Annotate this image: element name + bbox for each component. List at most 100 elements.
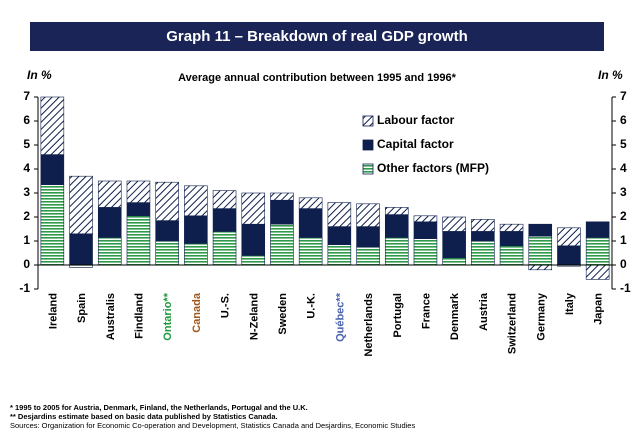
bar-segment	[499, 231, 524, 247]
legend-swatch	[362, 115, 374, 127]
x-tick-label: Netherlands	[363, 293, 375, 357]
x-tick-label: Germany	[535, 292, 547, 341]
footnote: ** Desjardins estimate based on basic da…	[10, 412, 278, 421]
bar-segment	[40, 184, 65, 266]
bar-segment	[585, 221, 610, 238]
x-tick-label: Switzerland	[507, 293, 519, 354]
bar-segment	[184, 185, 208, 217]
bar-segment	[557, 227, 581, 247]
y-tick-label: 0	[23, 257, 30, 271]
y2-tick-label: 3	[620, 185, 627, 199]
bar-segment	[69, 233, 93, 266]
bar-segment	[471, 219, 495, 232]
y-tick-label: 3	[23, 185, 30, 199]
x-tick-label: N-Zeland	[248, 293, 260, 340]
bar-segment	[499, 223, 524, 232]
legend-swatch	[362, 163, 374, 175]
bar-segment	[40, 154, 65, 185]
x-tick-label: U.-S.	[220, 293, 232, 318]
y-tick-label: 4	[23, 161, 30, 175]
y2-tick-label: 2	[620, 209, 627, 223]
x-tick-label: France	[420, 293, 432, 329]
bar-segment	[126, 202, 151, 217]
chart-title: Graph 11 – Breakdown of real GDP growth	[166, 28, 467, 45]
bar-segment	[40, 96, 65, 155]
chart-subtitle: Average annual contribution between 1995…	[178, 72, 456, 84]
legend-swatch	[362, 139, 374, 151]
bar-segment	[212, 190, 237, 209]
bar-segment	[270, 199, 294, 225]
bar-segment	[212, 231, 237, 266]
y2-tick-label: 4	[620, 161, 627, 175]
bar-segment	[241, 192, 266, 225]
bar-segment	[413, 238, 438, 266]
x-tick-label: Japan	[593, 293, 605, 325]
bar-segment	[155, 220, 179, 242]
x-tick-label: U.-K.	[306, 293, 318, 319]
bar-segment	[384, 214, 409, 238]
x-tick-label: Ireland	[47, 293, 59, 329]
bar-segment	[413, 215, 438, 223]
bar-segment	[69, 175, 93, 235]
x-tick-label: Québec**	[334, 292, 346, 342]
x-tick-label: Portugal	[392, 293, 404, 338]
y-tick-label: 1	[23, 233, 30, 247]
y-axis-label: In %	[27, 68, 52, 82]
x-tick-label: Denmark	[449, 292, 461, 340]
footnote: * 1995 to 2005 for Austria, Denmark, Fin…	[10, 403, 308, 412]
bar-segment	[442, 231, 466, 259]
bar-segment	[241, 255, 266, 266]
y2-tick-label: 0	[620, 257, 627, 271]
footnote: Sources: Organization for Economic Co-op…	[10, 421, 415, 430]
y2-tick-label: 1	[620, 233, 627, 247]
bar-segment	[241, 223, 266, 256]
bar-segment	[270, 192, 294, 201]
bar-segment	[97, 180, 122, 208]
title-banner	[30, 22, 604, 51]
bar-segment	[184, 215, 208, 244]
bar-segment	[327, 244, 352, 266]
x-tick-label: Ontario**	[162, 292, 174, 340]
x-tick-label: Canada	[191, 292, 203, 333]
bar-segment	[327, 202, 352, 227]
bar-segment	[184, 243, 208, 266]
y-tick-label: -1	[19, 281, 30, 295]
legend-label: Labour factor	[377, 113, 455, 127]
y-tick-label: 2	[23, 209, 30, 223]
bar-segment	[442, 257, 466, 266]
bar-segment	[298, 237, 323, 266]
bar-segment	[126, 215, 151, 266]
bar-segment	[442, 216, 466, 232]
y-tick-label: 5	[23, 137, 30, 151]
x-tick-label: Spain	[76, 293, 88, 323]
legend-label: Capital factor	[377, 137, 454, 151]
bar-segment	[528, 223, 553, 237]
bar-segment	[384, 237, 409, 266]
y-tick-label: 7	[23, 89, 30, 103]
y2-axis-label: In %	[598, 68, 623, 82]
bar-segment	[528, 235, 553, 266]
bar-segment	[97, 207, 122, 238]
bar-segment	[97, 237, 122, 266]
x-tick-label: Italy	[564, 292, 576, 315]
bar-segment	[528, 264, 553, 271]
y2-tick-label: 7	[620, 89, 627, 103]
bar-segment	[356, 203, 380, 227]
bar-segment	[471, 231, 495, 242]
x-tick-label: Australis	[105, 293, 117, 340]
bar-segment	[298, 208, 323, 238]
bar-segment	[298, 197, 323, 209]
x-tick-label: Sweden	[277, 293, 289, 335]
bar-segment	[356, 226, 380, 248]
y2-tick-label: -1	[620, 281, 631, 295]
legend-label: Other factors (MFP)	[377, 161, 489, 175]
bar-segment	[557, 245, 581, 266]
bar-segment	[471, 240, 495, 266]
bar-segment	[356, 246, 380, 266]
bar-segment	[499, 245, 524, 266]
bar-segment	[384, 207, 409, 215]
bar-segment	[126, 180, 151, 203]
bar-segment	[212, 208, 237, 232]
bar-segment	[413, 221, 438, 239]
